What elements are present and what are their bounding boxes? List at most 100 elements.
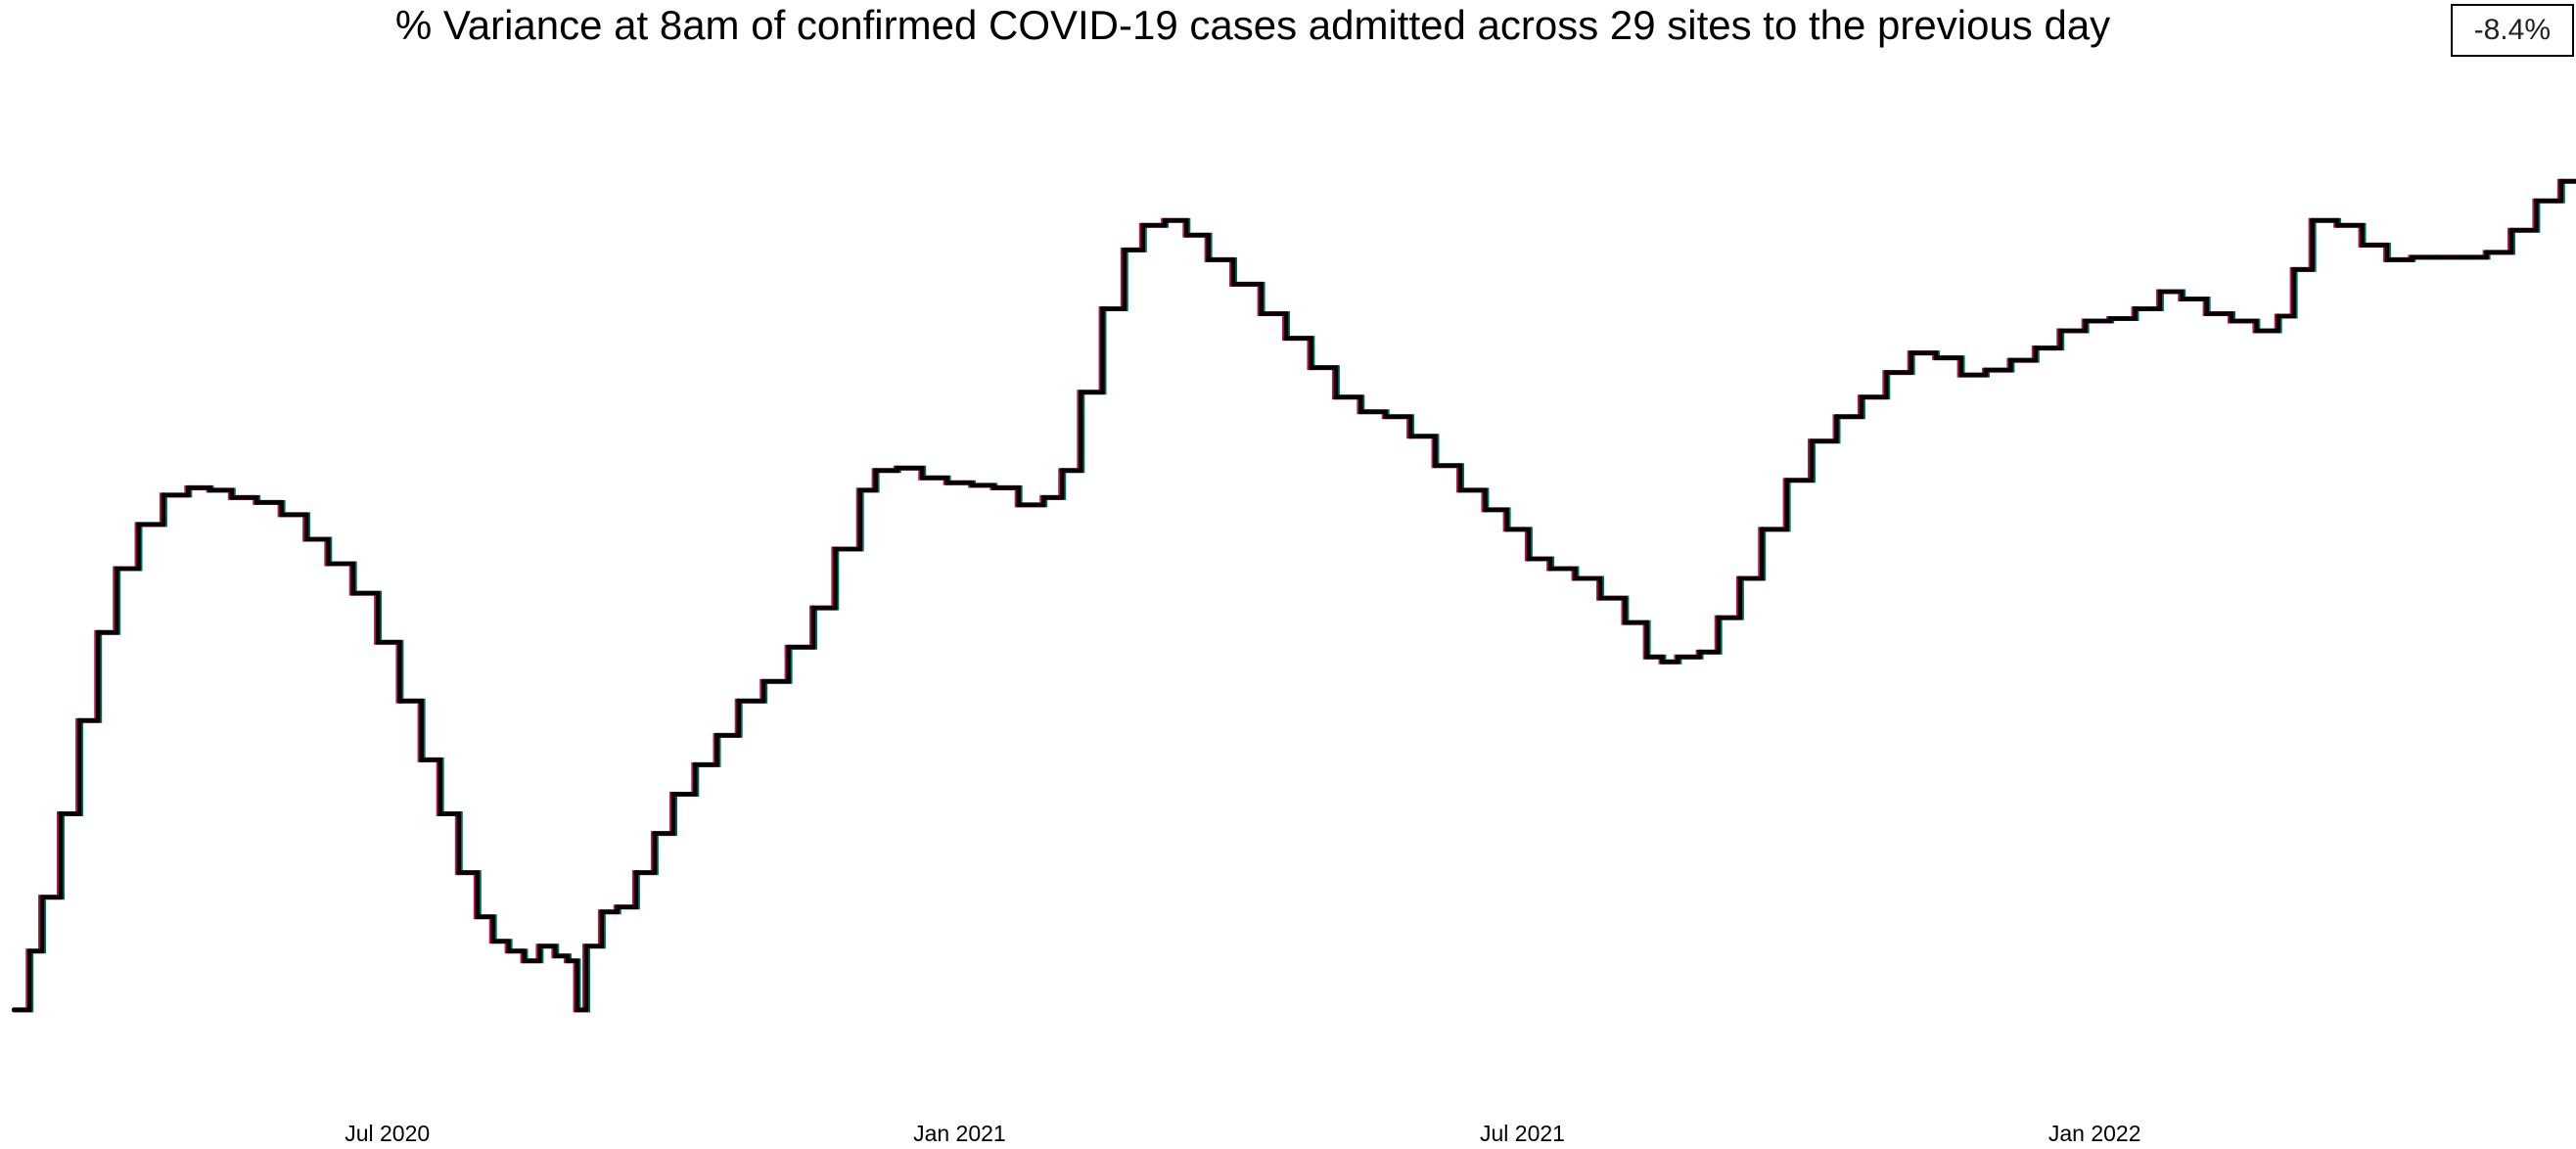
data-point <box>2133 306 2138 311</box>
data-point <box>279 512 285 518</box>
data-point <box>2276 313 2281 319</box>
data-point <box>1834 414 1839 420</box>
data-point <box>1660 659 1665 665</box>
data-point <box>2083 318 2089 324</box>
data-point <box>1383 414 1389 420</box>
data-point <box>2409 254 2415 260</box>
data-point <box>1230 281 1236 287</box>
data-point <box>1040 494 1046 500</box>
data-point <box>1333 394 1339 400</box>
data-point <box>456 870 462 876</box>
data-point <box>832 546 838 552</box>
data-point <box>919 475 925 481</box>
data-point <box>350 590 356 596</box>
data-point <box>1162 217 1168 223</box>
data-point <box>2310 217 2316 223</box>
data-point <box>1933 355 1939 361</box>
data-point <box>2291 266 2297 272</box>
data-point <box>136 522 141 528</box>
data-point <box>2253 328 2259 334</box>
data-point <box>895 465 900 471</box>
data-point <box>714 732 719 738</box>
data-point <box>2533 198 2539 204</box>
data-point <box>475 914 481 920</box>
data-point <box>1883 370 1889 376</box>
data-point <box>253 499 259 505</box>
data-point <box>2157 289 2163 295</box>
data-point <box>692 761 698 767</box>
data-point <box>652 831 658 837</box>
data-point <box>437 811 443 816</box>
data-point <box>1433 463 1438 469</box>
series-line-underlay <box>15 178 2576 1013</box>
data-point <box>1122 247 1127 253</box>
data-point <box>1547 566 1553 572</box>
data-point <box>1737 575 1743 581</box>
data-point <box>161 492 166 498</box>
data-point <box>857 487 863 493</box>
data-point <box>419 757 425 762</box>
data-point <box>2484 250 2490 255</box>
data-point <box>2360 242 2365 248</box>
data-point <box>1357 409 1363 415</box>
data-point <box>1059 468 1065 474</box>
data-point <box>325 561 331 567</box>
data-point <box>1573 575 1578 581</box>
data-point <box>1140 222 1146 228</box>
data-point <box>536 943 542 949</box>
data-point <box>58 811 64 816</box>
data-point <box>1759 527 1765 532</box>
data-point <box>11 1007 17 1013</box>
data-point <box>786 644 792 650</box>
data-point <box>1183 232 1189 238</box>
data-point <box>185 484 191 490</box>
data-point <box>633 870 639 876</box>
data-point <box>1644 654 1650 660</box>
data-point <box>575 1007 579 1013</box>
data-point <box>2334 222 2340 228</box>
data-point <box>76 717 82 723</box>
data-point <box>599 909 605 915</box>
x-tick-label: Jul 2021 <box>1480 1121 1565 1146</box>
data-point <box>552 953 558 959</box>
latest-value-badge: -8.4% <box>2450 4 2574 57</box>
data-point <box>1622 620 1628 625</box>
data-point <box>1206 256 1212 262</box>
data-point <box>1809 438 1815 444</box>
series-line <box>14 178 2576 1013</box>
data-point <box>1259 311 1265 316</box>
data-point <box>969 483 975 488</box>
data-point <box>2179 297 2185 301</box>
data-point <box>114 566 119 572</box>
data-point <box>1016 502 1022 508</box>
data-point <box>2434 254 2440 260</box>
data-point <box>2204 311 2210 316</box>
data-point <box>1716 615 1722 620</box>
data-point <box>2384 256 2390 262</box>
data-point <box>39 895 45 900</box>
data-point <box>1697 649 1703 655</box>
data-point <box>1983 367 1989 373</box>
data-point <box>26 948 32 954</box>
data-point <box>1597 595 1603 601</box>
data-point <box>522 958 527 964</box>
data-point <box>1100 306 1105 311</box>
x-tick-label: Jul 2020 <box>345 1121 430 1146</box>
data-point <box>990 484 996 490</box>
data-point <box>1482 507 1488 513</box>
data-point <box>506 948 512 954</box>
data-point <box>2558 178 2564 184</box>
data-point <box>2508 227 2514 233</box>
data-point <box>375 639 381 645</box>
data-point <box>490 939 496 944</box>
data-point <box>615 904 621 910</box>
data-point <box>2107 316 2113 321</box>
data-point <box>2033 345 2039 351</box>
series-line-underlay <box>12 178 2576 1013</box>
data-point <box>1504 527 1510 532</box>
data-point <box>1457 487 1463 493</box>
data-point <box>565 958 571 964</box>
data-point <box>760 678 766 684</box>
data-point <box>2229 318 2234 324</box>
